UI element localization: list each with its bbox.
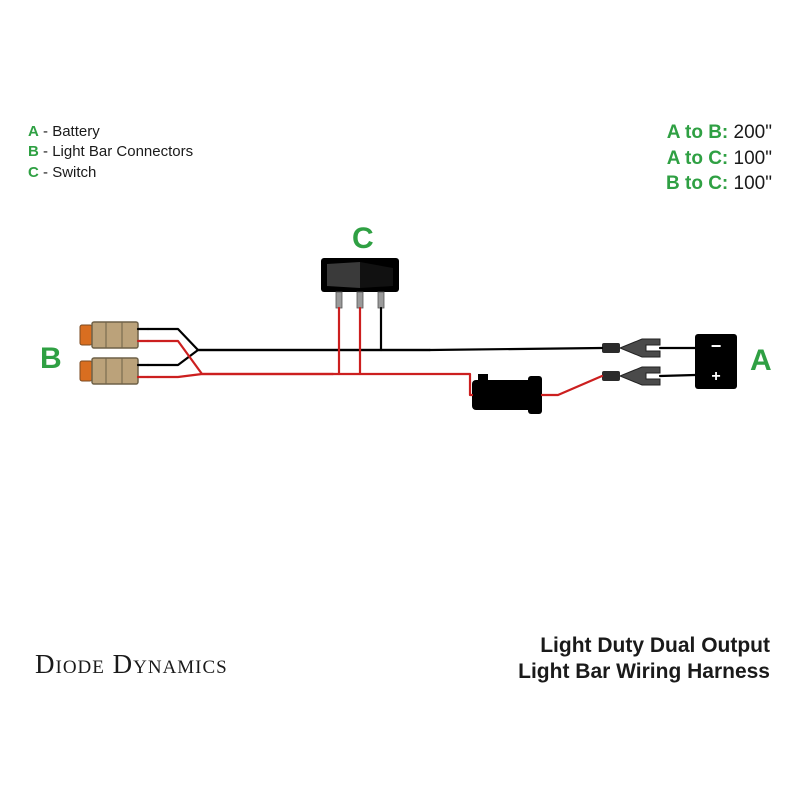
legend-letter-b: B: [28, 143, 39, 160]
legend-row-a: A - Battery: [28, 122, 193, 142]
dist-pair-ab: A to B:: [667, 122, 729, 143]
svg-text:−: −: [711, 336, 722, 356]
legend-letter-a: A: [28, 123, 39, 140]
dist-row-bc: B to C: 100": [666, 171, 772, 197]
legend-label-b: Light Bar Connectors: [52, 143, 193, 160]
dist-val-ac: 100": [734, 148, 772, 169]
brand-logo: Diode Dynamics: [35, 649, 228, 680]
dist-val-ab: 200": [734, 122, 772, 143]
distances: A to B: 200" A to C: 100" B to C: 100": [666, 120, 772, 197]
product-title: Light Duty Dual Output Light Bar Wiring …: [518, 633, 770, 686]
dist-row-ab: A to B: 200": [666, 120, 772, 146]
legend-row-c: C - Switch: [28, 163, 193, 183]
wiring-diagram: −+: [0, 240, 800, 460]
label-b: B: [40, 342, 62, 376]
legend-label-a: Battery: [52, 123, 100, 140]
dist-row-ac: A to C: 100": [666, 146, 772, 172]
label-c: C: [352, 222, 374, 256]
legend-letter-c: C: [28, 164, 39, 181]
dist-val-bc: 100": [734, 173, 772, 194]
legend-row-b: B - Light Bar Connectors: [28, 142, 193, 162]
dist-pair-ac: A to C:: [667, 148, 729, 169]
title-line-1: Light Duty Dual Output: [518, 633, 770, 659]
svg-text:+: +: [711, 368, 720, 385]
legend-label-c: Switch: [52, 164, 96, 181]
title-line-2: Light Bar Wiring Harness: [518, 659, 770, 685]
label-a: A: [750, 344, 772, 378]
legend: A - Battery B - Light Bar Connectors C -…: [28, 122, 193, 183]
dist-pair-bc: B to C:: [666, 173, 728, 194]
